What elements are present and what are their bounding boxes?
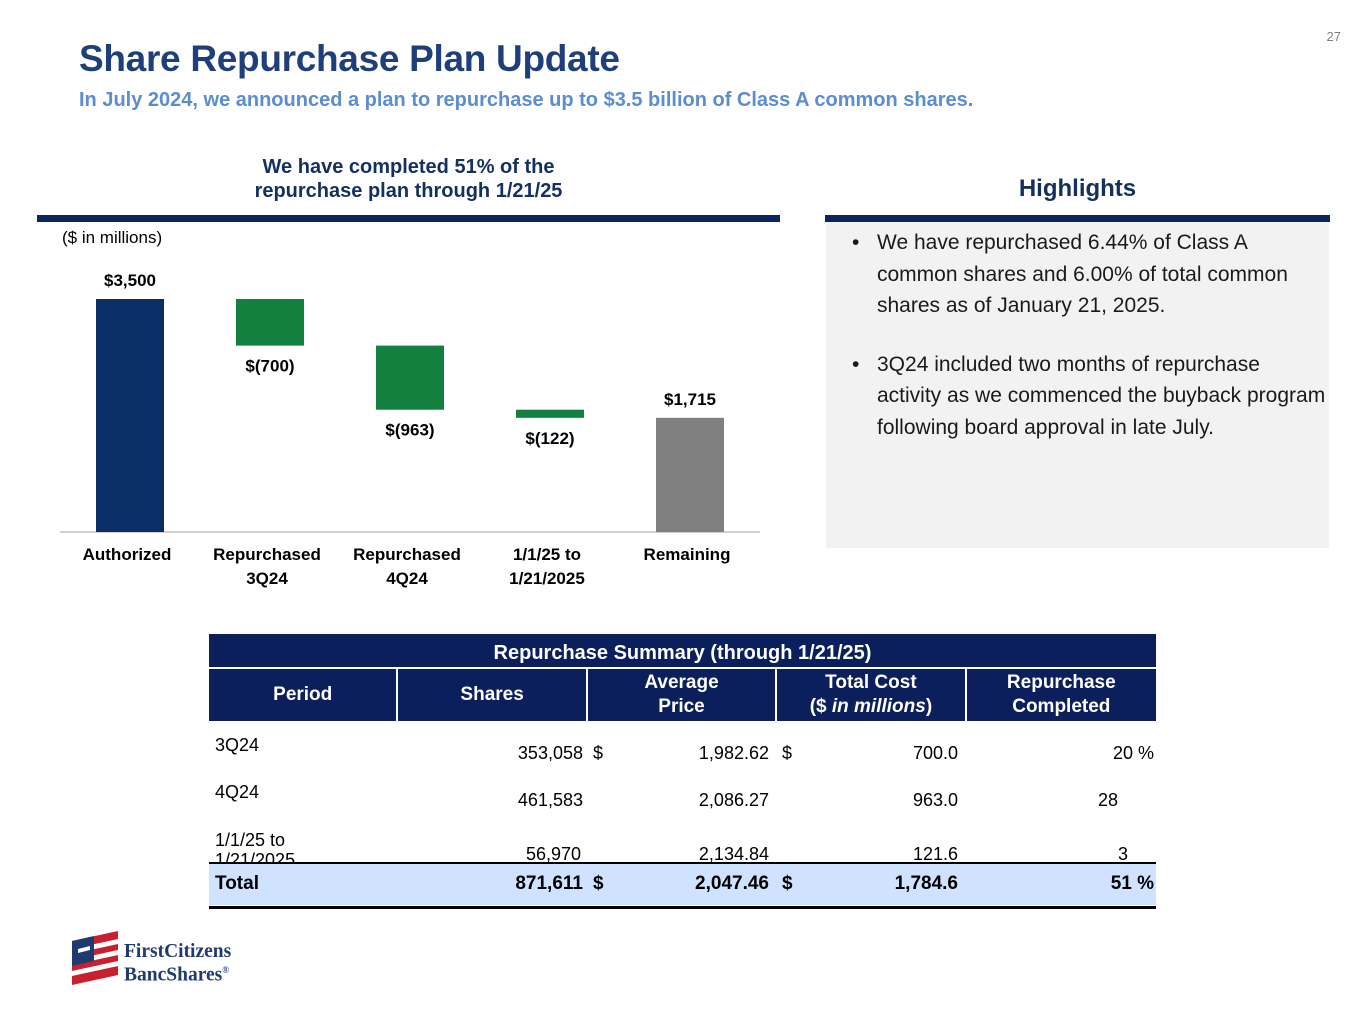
header-average-price-line1: Average (644, 672, 719, 693)
highlights-rule (825, 215, 1330, 222)
total-shares: 871,611 (515, 873, 583, 894)
total-completed: 51 % (1110, 873, 1154, 894)
total-cost: 1,784.6 (894, 873, 958, 894)
table-header: Repurchase Summary (through 1/21/25) Per… (209, 634, 1156, 721)
row-completed: 3 (1117, 844, 1128, 864)
header-total-cost: Total Cost ($ in millions) (777, 669, 967, 721)
category-label-2-0: Repurchased (353, 545, 461, 564)
waterfall-chart: $3,500 Authorized $(700) Repurchased 3Q24 $(9… (60, 271, 760, 588)
table-column-headers: Period Shares Average Price Total Cost ($ … (209, 669, 1156, 721)
page-number: 27 (1326, 29, 1341, 44)
total-price-dollar: $ (593, 873, 604, 894)
row-shares: 461,583 (517, 790, 583, 810)
highlights-list: • We have repurchased 6.44% of Class A c… (852, 227, 1327, 470)
company-logo: FirstCitizens BancShares® (70, 931, 260, 987)
row-period: 3Q24 (215, 735, 260, 755)
page-title: Share Repurchase Plan Update (79, 38, 620, 79)
category-label-2-1: 4Q24 (386, 569, 428, 588)
table-caption: Repurchase Summary (through 1/21/25) (209, 634, 1156, 669)
logo-registered-mark: ® (222, 965, 229, 975)
chart-heading-line1: We have completed 51% of the (262, 156, 555, 178)
chart-heading-line2: repurchase plan through 1/21/25 (254, 180, 563, 202)
category-label-3-1: 1/21/2025 (509, 569, 585, 588)
header-repurchase-completed: Repurchase Completed (967, 669, 1156, 721)
header-completed-line1: Repurchase (1006, 672, 1116, 693)
table-double-rule (209, 903, 1156, 909)
highlight-item: • 3Q24 included two months of repurchase… (852, 349, 1327, 444)
row-shares: 56,970 (525, 844, 581, 864)
data-label-2: $(963) (385, 421, 434, 440)
category-label-0-0: Authorized (83, 545, 172, 564)
row-price-dollar: $ (593, 743, 604, 763)
table-row: 3Q24 353,058 $ 1,982.62 $ 700.0 20 % (209, 733, 1156, 780)
category-label-3-0: 1/1/25 to (513, 545, 581, 564)
row-period-line1: 1/1/25 to (215, 830, 286, 850)
row-period: 4Q24 (215, 782, 260, 802)
bar-4 (656, 417, 724, 532)
data-label-0: $3,500 (104, 271, 156, 290)
header-period: Period (209, 669, 399, 721)
category-label-1-1: 3Q24 (246, 569, 288, 588)
data-label-3: $(122) (525, 429, 574, 448)
bullet-icon: • (852, 352, 860, 376)
bar-0 (96, 299, 164, 532)
row-completed: 20 % (1112, 743, 1154, 763)
row-cost-dollar: $ (782, 743, 793, 763)
bar-3 (516, 409, 584, 418)
highlight-item: • We have repurchased 6.44% of Class A c… (852, 227, 1327, 322)
highlights-title: Highlights (1018, 175, 1137, 202)
units-label: ($ in millions) (62, 228, 163, 247)
chart-heading-rule (37, 215, 780, 222)
header-total-cost-line1: Total Cost (825, 672, 917, 693)
highlight-text: 3Q24 included two months of repurchase a… (877, 352, 1326, 439)
row-cost: 700.0 (912, 743, 958, 763)
table-row: 4Q24 461,583 2,086.27 963.0 28 (209, 780, 1156, 827)
chart-heading: We have completed 51% of the repurchase … (37, 155, 780, 203)
row-price: 1,982.62 (698, 743, 769, 763)
page-subtitle: In July 2024, we announced a plan to rep… (79, 89, 974, 111)
logo-line2: BancShares (124, 964, 223, 986)
bar-1 (236, 299, 304, 346)
row-price: 2,134.84 (698, 844, 769, 864)
data-label-1: $(700) (245, 357, 294, 376)
header-average-price-line2: Price (658, 696, 705, 717)
header-total-cost-close: ) (925, 696, 933, 717)
logo-wordmark: FirstCitizens BancShares® (124, 941, 232, 986)
logo-line1: FirstCitizens (124, 941, 232, 962)
bullet-icon: • (852, 231, 860, 254)
header-total-cost-open: ($ (809, 696, 832, 717)
data-label-4: $1,715 (664, 390, 716, 409)
bar-2 (376, 345, 444, 410)
category-label-1-0: Repurchased (213, 545, 321, 564)
header-average-price: Average Price (588, 669, 778, 721)
header-shares: Shares (398, 669, 588, 721)
row-cost: 121.6 (912, 844, 958, 864)
row-completed: 28 (1097, 790, 1118, 810)
total-price: 2,047.46 (695, 873, 769, 894)
total-label: Total (215, 873, 259, 894)
row-cost: 963.0 (912, 790, 958, 810)
table-total-row: Total 871,611 $ 2,047.46 $ 1,784.6 51 % (209, 862, 1156, 905)
header-completed-line2: Completed (1012, 696, 1111, 717)
highlights-panel: • We have repurchased 6.44% of Class A c… (826, 222, 1329, 548)
header-total-cost-units: in millions (831, 696, 926, 717)
row-shares: 353,058 (517, 743, 583, 763)
total-cost-dollar: $ (782, 873, 793, 894)
row-price: 2,086.27 (698, 790, 769, 810)
flag-logo-icon (72, 931, 118, 985)
repurchase-summary-table: Repurchase Summary (through 1/21/25) Per… (209, 634, 1156, 909)
highlight-text: We have repurchased 6.44% of Class A com… (877, 231, 1288, 317)
category-label-4-0: Remaining (644, 545, 731, 564)
